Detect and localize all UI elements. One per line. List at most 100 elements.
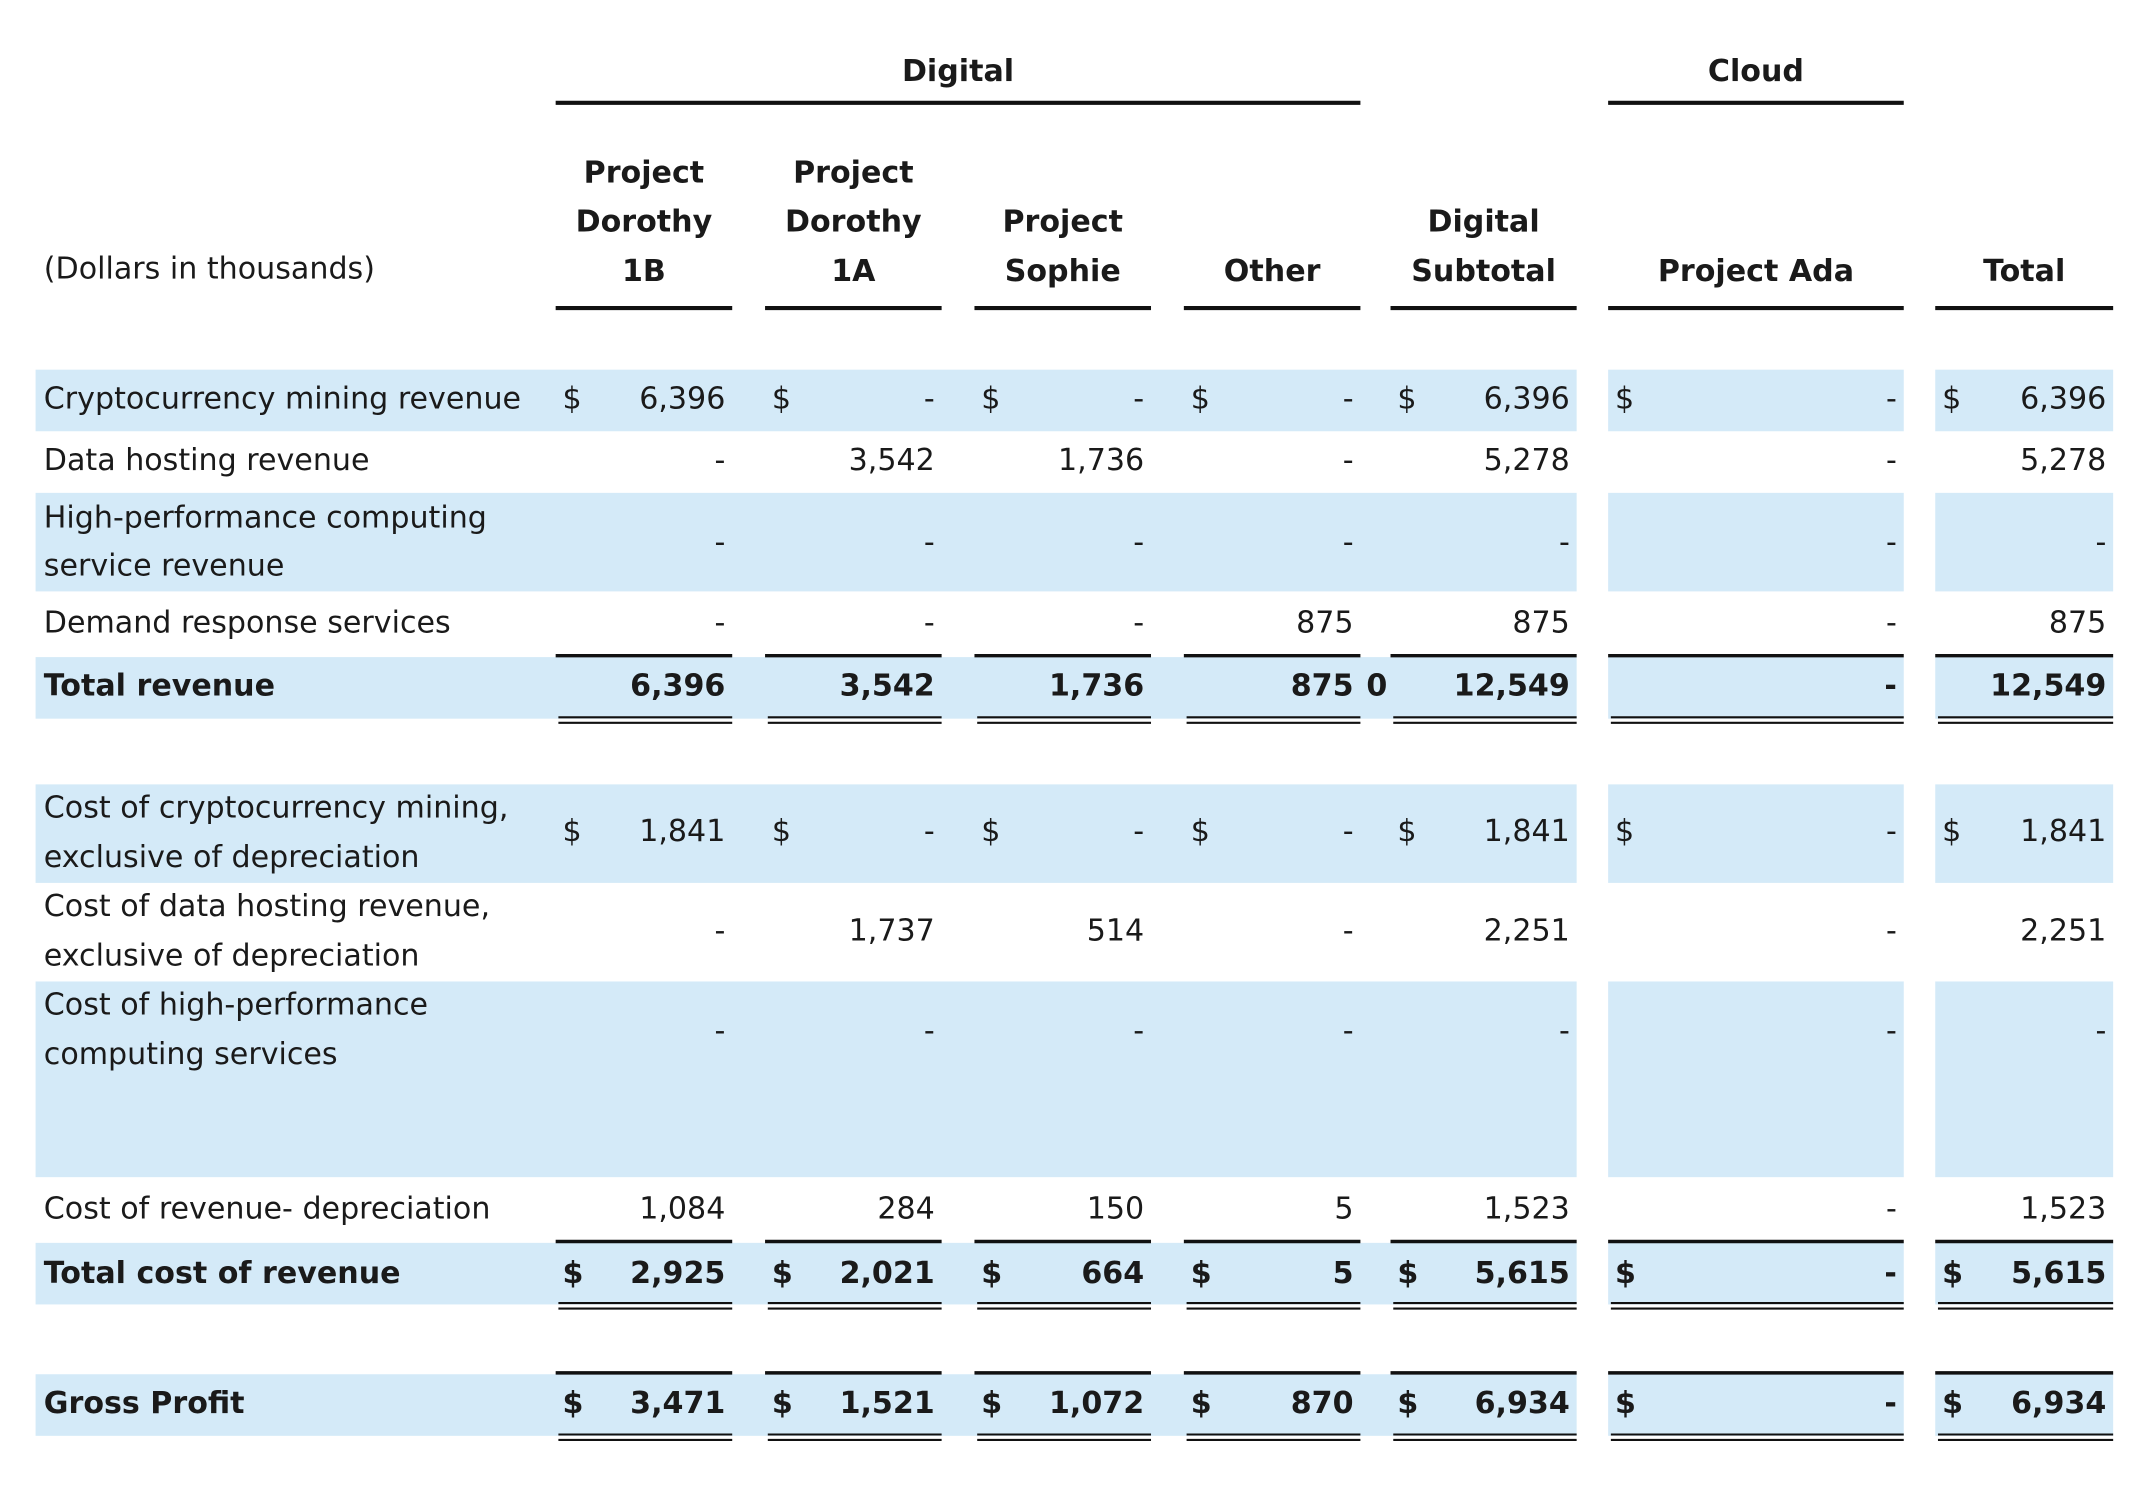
column-header: 1B [622, 254, 666, 289]
cell-value: - [1559, 525, 1570, 560]
row-shade [1608, 784, 1904, 883]
cell-value: 5 [1333, 1256, 1354, 1291]
currency-symbol: $ [1615, 1386, 1636, 1421]
row-label: service revenue [44, 548, 285, 583]
row-label: Gross Profit [44, 1386, 245, 1421]
row-label: Demand response services [44, 606, 451, 641]
currency-symbol: $ [563, 1386, 584, 1421]
column-header: Dorothy [785, 205, 922, 240]
currency-symbol: $ [1191, 1256, 1212, 1291]
currency-symbol: $ [772, 1386, 793, 1421]
column-header: Digital [1428, 205, 1540, 240]
currency-symbol: $ [563, 814, 582, 849]
cell-value: - [1884, 1256, 1897, 1291]
cell-value: - [1884, 1386, 1897, 1421]
cell-value: - [1343, 525, 1354, 560]
row-shade [1608, 492, 1904, 592]
currency-symbol: $ [1397, 1256, 1418, 1291]
cell-value: 2,251 [2020, 914, 2106, 949]
cell-value: 1,841 [1484, 814, 1570, 849]
cell-value: 1,736 [1058, 443, 1144, 478]
cell-value: 1,737 [849, 914, 935, 949]
row-shade [1608, 1374, 1904, 1436]
cell-value: 6,396 [1484, 381, 1570, 416]
cell-value: 2,251 [1484, 914, 1570, 949]
currency-symbol: $ [1397, 1386, 1418, 1421]
cell-value: 1,841 [2020, 814, 2106, 849]
cell-value: 6,934 [2011, 1386, 2106, 1421]
cell-value: - [1133, 606, 1144, 641]
cell-value: - [1886, 606, 1897, 641]
row-shade [1935, 981, 2114, 1178]
currency-symbol: $ [1615, 381, 1634, 416]
currency-symbol: $ [772, 381, 791, 416]
row-label: Cost of revenue- depreciation [44, 1192, 491, 1227]
cell-value: - [924, 606, 935, 641]
row-shade [35, 784, 1577, 883]
cell-value: - [1343, 914, 1354, 949]
column-header: Project [793, 155, 914, 190]
cell-value: - [1886, 1014, 1897, 1049]
column-header: Dorothy [576, 205, 713, 240]
row-label: Cost of data hosting revenue, [44, 889, 490, 924]
cell-value: 6,396 [630, 669, 725, 704]
cell-value: 284 [877, 1192, 934, 1227]
row-label: Data hosting revenue [44, 443, 370, 478]
cell-value: - [2095, 525, 2106, 560]
cell-value: - [1133, 525, 1144, 560]
cell-value: 5,278 [2020, 443, 2106, 478]
cell-value: 875 [2049, 606, 2106, 641]
row-label: exclusive of depreciation [44, 840, 420, 875]
row-shade [1935, 657, 2114, 719]
cell-value: - [1559, 1014, 1570, 1049]
cell-value: 5 [1334, 1192, 1353, 1227]
cell-value: 3,542 [840, 669, 935, 704]
cell-value: - [924, 525, 935, 560]
row-shade [35, 492, 1577, 592]
currency-symbol: $ [1397, 814, 1416, 849]
row-shade [35, 1374, 1577, 1436]
cell-value: 12,549 [1990, 669, 2106, 704]
cell-value: 664 [1081, 1256, 1144, 1291]
cell-value: 875 [1291, 669, 1354, 704]
cell-value: 1,521 [840, 1386, 935, 1421]
currency-symbol: $ [981, 1256, 1002, 1291]
column-header: Other [1224, 254, 1321, 289]
cell-value: - [1886, 1192, 1897, 1227]
cell-value: - [924, 381, 935, 416]
cell-value: - [1886, 443, 1897, 478]
cell-value: - [2095, 1014, 2106, 1049]
row-label: Total revenue [44, 669, 275, 704]
cell-value: 1,736 [1049, 669, 1144, 704]
cell-value: - [715, 443, 726, 478]
currency-symbol: $ [981, 1386, 1002, 1421]
row-label: Cost of cryptocurrency mining, [44, 791, 509, 826]
cell-value: 875 [1512, 606, 1569, 641]
column-header: Subtotal [1411, 254, 1556, 289]
row-label: computing services [44, 1037, 338, 1072]
stray-value: 0 [1366, 669, 1387, 704]
cell-value: 1,523 [1484, 1192, 1570, 1227]
row-label: Total cost of revenue [44, 1256, 401, 1291]
cell-value: 5,278 [1484, 443, 1570, 478]
cell-value: 2,021 [840, 1256, 935, 1291]
column-header: Total [1983, 254, 2065, 289]
currency-symbol: $ [1942, 1386, 1963, 1421]
column-header: Sophie [1005, 254, 1121, 289]
cell-value: - [1886, 914, 1897, 949]
column-header: Project [1002, 205, 1123, 240]
cell-value: 3,471 [630, 1386, 725, 1421]
cell-value: - [924, 1014, 935, 1049]
row-shade [1935, 1374, 2114, 1436]
row-label: High-performance computing [44, 500, 487, 535]
cell-value: - [924, 814, 935, 849]
currency-symbol: $ [1191, 814, 1210, 849]
units-note: (Dollars in thousands) [44, 251, 375, 286]
group-header: Cloud [1708, 54, 1804, 89]
cell-value: - [1133, 1014, 1144, 1049]
cell-value: - [1343, 814, 1354, 849]
row-label: Cost of high-performance [44, 988, 428, 1023]
cell-value: 1,841 [639, 814, 725, 849]
